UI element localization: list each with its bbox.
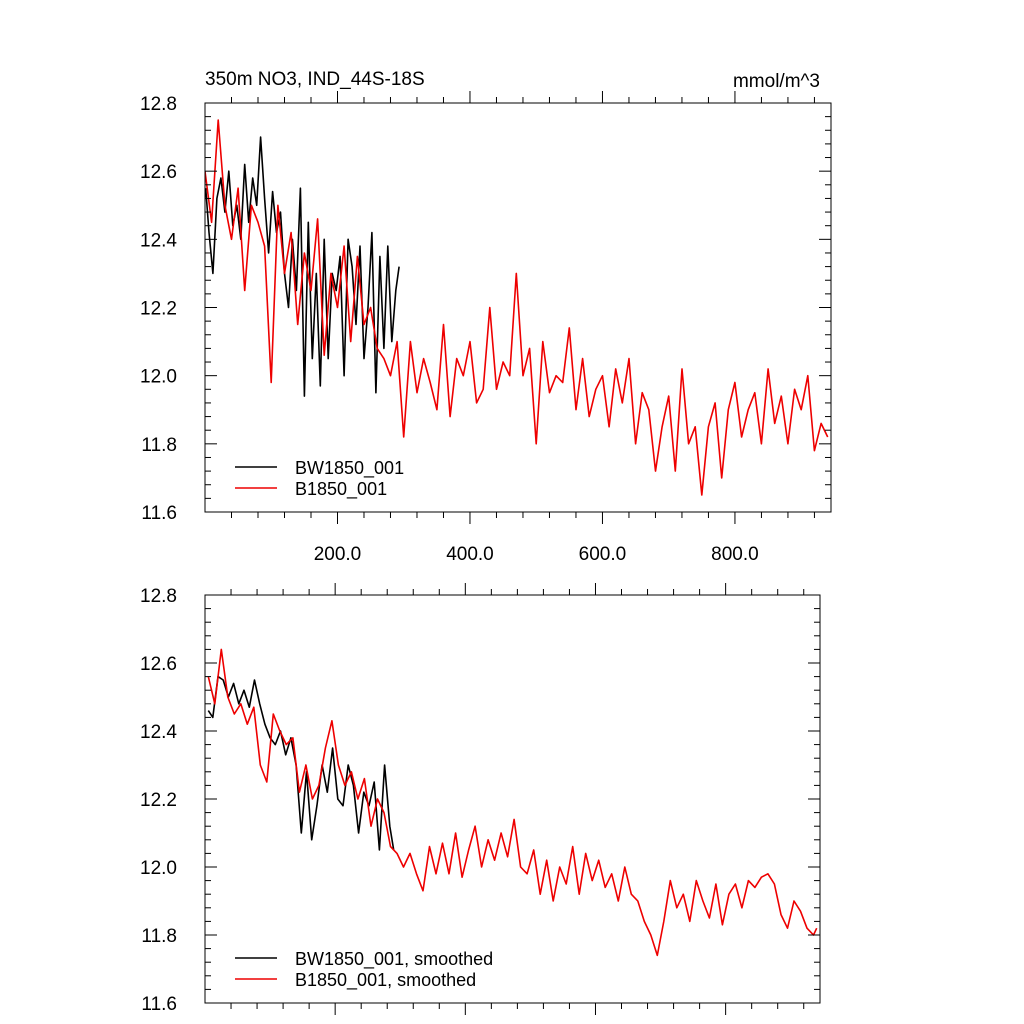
x-tick-label: 800.0 [711,544,759,565]
legend-label: BW1850_001, smoothed [295,949,493,970]
y-tick-label: 12.4 [140,722,177,743]
y-tick-label: 12.4 [140,230,177,251]
chart-panel-2: 11.6 11.8 12.0 12.2 12.4 12.6 12.8 BW1850_001, … [140,583,821,1015]
y-tick-label: 12.6 [140,162,177,183]
y-tick-label: 11.8 [141,926,177,947]
series-line-2-2 [207,648,818,957]
plot-frame-2 [204,594,821,1004]
y-tick-label: 12.2 [140,790,177,811]
legend-label: B1850_001 [295,479,387,500]
chart-units-label: mmol/m^3 [733,71,820,92]
y-tick-label: 12.8 [140,94,177,115]
x-tick-label: 400.0 [446,544,494,565]
chart-panel-1: 11.6 11.8 12.0 12.2 12.4 12.6 12.8 200.0 400.0 60… [140,91,832,565]
y-tick-label: 11.8 [141,435,177,456]
x-tick-label: 200.0 [314,544,362,565]
y-tick-label: 11.6 [141,503,177,524]
y-tick-label: 12.2 [140,299,177,320]
y-tick-label: 12.0 [140,367,177,388]
y-tick-label: 11.6 [141,994,177,1015]
y-tick-label: 12.0 [140,858,177,879]
legend-label: BW1850_001 [295,458,404,479]
y-tick-label: 12.8 [140,586,177,607]
y-tick-label: 12.6 [140,654,177,675]
legend-label: B1850_001, smoothed [295,970,476,991]
x-tick-label: 600.0 [579,544,627,565]
chart-title: 350m NO3, IND_44S-18S [205,69,425,90]
series-line-2-1 [207,675,395,851]
series-line-1-2 [205,119,829,496]
